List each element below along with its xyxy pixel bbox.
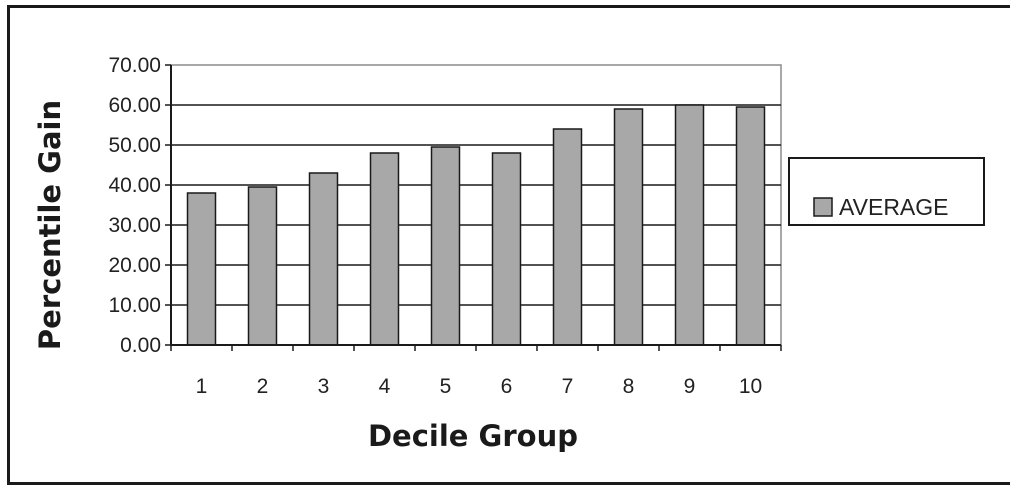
x-tick-label: 6 — [501, 375, 513, 398]
bar-8 — [613, 108, 644, 346]
bar-5 — [430, 146, 461, 346]
bar-10 — [735, 106, 766, 346]
y-tick-label: 20.00 — [108, 254, 161, 277]
y-tick-label: 10.00 — [108, 294, 161, 317]
bar-1 — [186, 192, 217, 346]
y-tick-label: 0.00 — [120, 334, 161, 357]
x-tick-label: 10 — [739, 375, 762, 398]
y-tick-label: 50.00 — [108, 134, 161, 157]
x-tick-label: 4 — [379, 375, 391, 398]
x-tick-label: 7 — [562, 375, 574, 398]
y-tick-label: 30.00 — [108, 214, 161, 237]
y-tick-label: 60.00 — [108, 94, 161, 117]
y-tick-label: 40.00 — [108, 174, 161, 197]
x-tick-label: 3 — [318, 375, 330, 398]
y-axis-title: Percentile Gain — [33, 100, 67, 350]
x-tick-label: 1 — [196, 375, 208, 398]
bar-7 — [552, 128, 583, 346]
x-tick-label: 9 — [684, 375, 696, 398]
bar-9 — [674, 104, 705, 346]
bar-3 — [308, 172, 339, 346]
legend-label: AVERAGE — [839, 194, 949, 220]
y-tick-label: 70.00 — [108, 54, 161, 77]
legend-swatch — [813, 197, 833, 217]
x-tick-label: 8 — [623, 375, 635, 398]
bar-6 — [491, 152, 522, 346]
bar-2 — [247, 186, 278, 346]
x-tick-label: 5 — [440, 375, 452, 398]
x-axis-title: Decile Group — [368, 419, 578, 453]
x-tick-label: 2 — [257, 375, 269, 398]
bar-4 — [369, 152, 400, 346]
legend: AVERAGE — [788, 157, 985, 226]
